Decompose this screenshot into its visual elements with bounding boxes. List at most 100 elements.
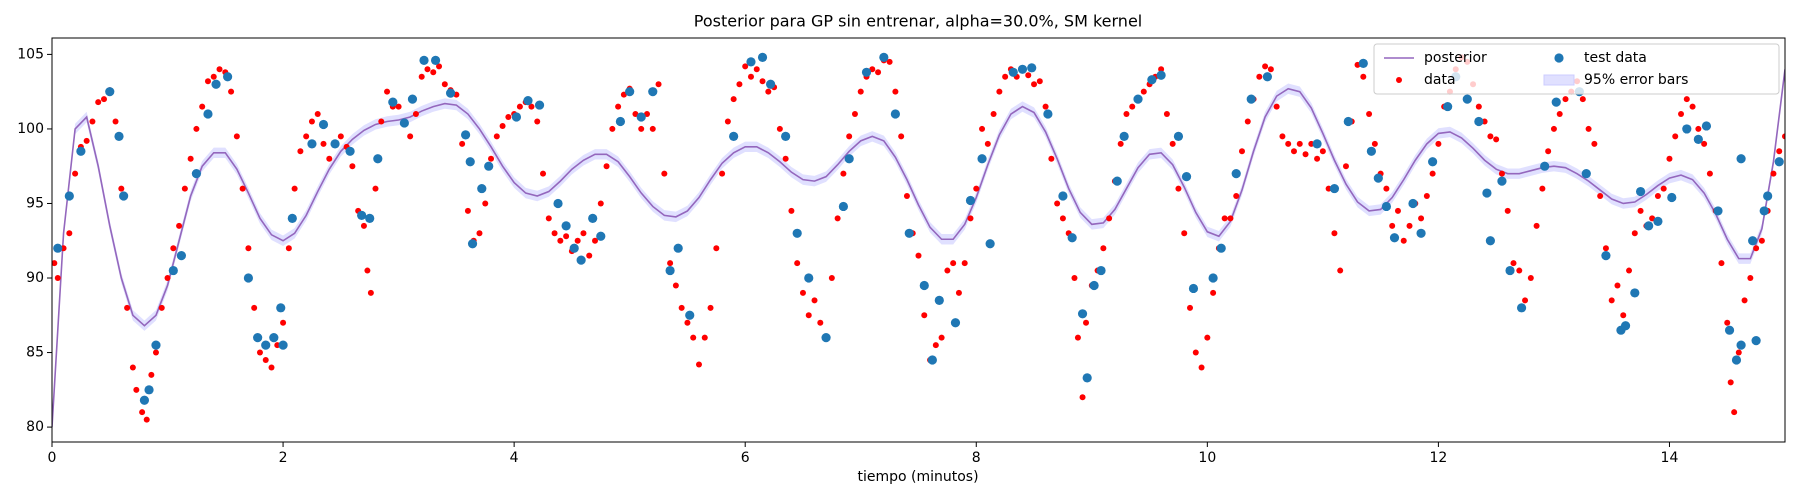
- data-point: [1591, 140, 1598, 147]
- data-point: [1231, 169, 1241, 179]
- data-point: [1602, 245, 1609, 252]
- data-point: [349, 163, 356, 170]
- data-point: [216, 66, 223, 73]
- data-point: [268, 364, 275, 371]
- data-point: [388, 97, 398, 107]
- data-point: [1366, 111, 1373, 118]
- data-point: [330, 139, 340, 149]
- data-point: [1163, 111, 1170, 118]
- data-point: [477, 183, 487, 194]
- data-point: [1342, 163, 1349, 170]
- data-point: [1614, 282, 1621, 289]
- data-point: [1701, 121, 1712, 131]
- data-point: [1394, 207, 1401, 214]
- data-point: [1198, 364, 1205, 371]
- data-point: [1031, 81, 1038, 88]
- data-point: [788, 207, 795, 214]
- data-point: [243, 273, 254, 283]
- data-point: [1358, 58, 1368, 68]
- data-point: [465, 157, 475, 167]
- data-point: [378, 118, 385, 125]
- data-point: [1774, 157, 1784, 167]
- data-point: [944, 267, 951, 274]
- data-point: [1082, 373, 1092, 383]
- data-point: [903, 193, 910, 200]
- data-point: [1043, 109, 1053, 119]
- data-point: [476, 230, 483, 237]
- data-point: [851, 111, 858, 118]
- data-point: [1042, 103, 1049, 110]
- data-point: [1129, 103, 1136, 110]
- data-point: [278, 340, 288, 350]
- data-point: [1133, 94, 1143, 104]
- data-point: [1175, 185, 1182, 192]
- data-point: [921, 312, 928, 319]
- data-point: [1748, 236, 1758, 246]
- data-point: [210, 73, 217, 80]
- data-point: [1727, 379, 1734, 386]
- data-point: [100, 96, 107, 103]
- legend-swatch: [1543, 74, 1575, 86]
- data-point: [1654, 193, 1661, 200]
- data-point: [1751, 336, 1761, 346]
- data-point: [766, 79, 776, 89]
- data-point: [695, 361, 702, 368]
- x-tick-label: 6: [741, 450, 750, 466]
- data-point: [840, 170, 847, 177]
- data-point: [139, 395, 150, 405]
- data-point: [636, 112, 646, 122]
- data-point: [464, 207, 471, 214]
- data-point: [792, 228, 802, 238]
- data-point: [1666, 155, 1673, 162]
- data-point: [1581, 169, 1591, 179]
- data-point: [1474, 116, 1484, 127]
- data-point: [148, 371, 155, 378]
- y-tick-label: 90: [26, 270, 44, 286]
- data-point: [615, 116, 626, 127]
- legend-label: data: [1424, 72, 1456, 88]
- data-point: [280, 319, 287, 326]
- data-point: [673, 243, 683, 253]
- data-point: [307, 139, 317, 149]
- data-point: [407, 133, 414, 140]
- data-point: [54, 275, 61, 282]
- data-point: [596, 231, 606, 241]
- data-point: [1597, 193, 1604, 200]
- data-point: [1435, 140, 1442, 147]
- data-point: [253, 333, 263, 343]
- data-point: [337, 133, 344, 140]
- data-point: [534, 118, 541, 125]
- data-point: [1747, 275, 1754, 282]
- data-point: [1173, 131, 1184, 141]
- data-point: [1540, 161, 1550, 171]
- data-point: [1119, 131, 1129, 141]
- data-point: [799, 289, 806, 296]
- data-point: [151, 340, 161, 350]
- data-point: [1493, 136, 1500, 143]
- data-point: [811, 297, 818, 304]
- data-point: [563, 233, 570, 240]
- data-point: [287, 213, 297, 223]
- data-point: [505, 114, 512, 121]
- data-point: [308, 118, 315, 125]
- data-point: [223, 72, 233, 82]
- data-point: [1290, 148, 1297, 155]
- y-tick-label: 95: [26, 195, 44, 211]
- data-point: [72, 170, 79, 177]
- data-point: [1562, 96, 1569, 103]
- data-point: [719, 170, 726, 177]
- data-point: [1083, 319, 1090, 326]
- x-tick-label: 12: [1429, 450, 1447, 466]
- data-point: [1683, 96, 1690, 103]
- data-point: [164, 275, 171, 282]
- data-point: [625, 87, 635, 97]
- data-point: [1002, 73, 1009, 80]
- data-point: [1510, 260, 1517, 267]
- data-point: [118, 185, 125, 192]
- data-point: [1204, 334, 1211, 341]
- data-point: [747, 73, 754, 80]
- data-point: [1741, 297, 1748, 304]
- axes-frame: [51, 37, 1786, 443]
- data-point: [1579, 96, 1586, 103]
